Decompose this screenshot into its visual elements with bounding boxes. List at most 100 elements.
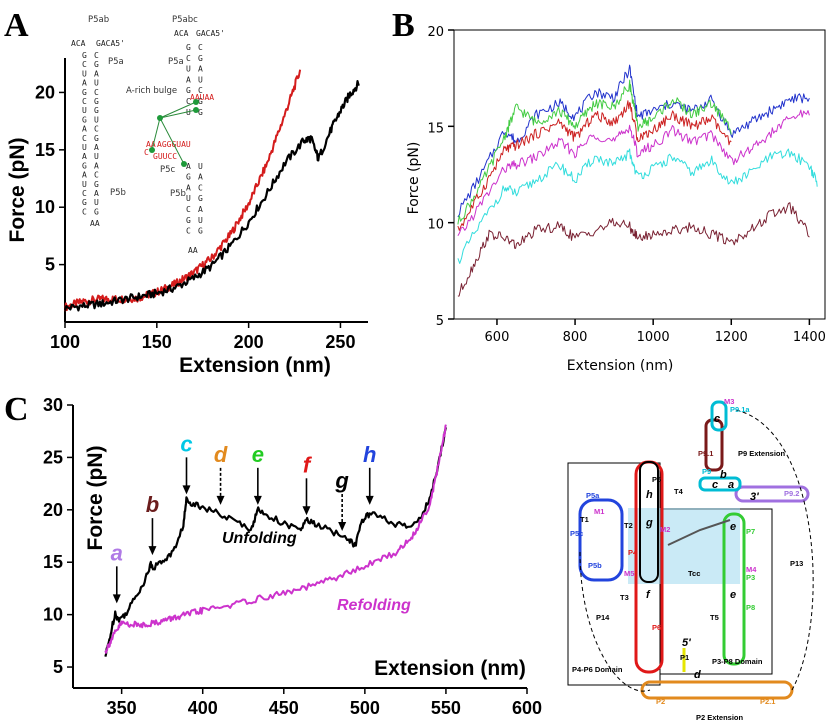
p9-extension-stem [704, 418, 724, 472]
panel-b-chart: 600 800 1000 1200 1400 5 10 15 20 Extension (nm)… [406, 25, 826, 374]
panel-b-ylabel: Force (pN) [406, 142, 422, 215]
contact-line [159, 109, 197, 119]
nucleotide: A [198, 65, 203, 74]
event-label-g: g [334, 468, 349, 493]
diagram-label: P9.1 [698, 449, 713, 458]
diagram-label: P7 [746, 527, 755, 536]
x-tick-label: 500 [350, 698, 380, 718]
event-label-f: f [303, 452, 313, 477]
diagram-label: P4 [628, 548, 638, 557]
x-tick-label: 1400 [793, 330, 826, 345]
series-line-blue [457, 64, 810, 218]
diagram-label: P14 [596, 613, 610, 622]
nucleotide: C [82, 60, 87, 69]
nucleotide: G [198, 194, 203, 203]
x-tick-label: 100 [50, 332, 80, 352]
p5abc-structure: P5abc ACA GACA5' P5a A-rich bulge AAUAA … [126, 15, 225, 255]
diagram-label: T4 [674, 487, 684, 496]
x-tick-label: 600 [512, 698, 542, 718]
panel-b-frame [453, 29, 826, 320]
diagram-label: P6 [652, 623, 661, 632]
y-tick-label: 5 [436, 314, 444, 329]
p5abc-tertiary-contacts [149, 99, 199, 167]
diagram-label: P5 [652, 475, 661, 484]
nucleotide: A [94, 189, 99, 198]
nucleotide: C [198, 86, 203, 95]
nucleotide: G [82, 161, 87, 170]
nucleotide: A [82, 152, 87, 161]
mg-site [193, 99, 199, 105]
series-line-green [457, 79, 732, 225]
y-tick-label: 10 [35, 197, 55, 217]
series-line-maroon [457, 202, 810, 297]
panel-label-a: A [4, 7, 29, 44]
y-tick-label: 20 [43, 500, 63, 520]
nucleotide: A [186, 75, 191, 84]
nucleotide: U [82, 180, 87, 189]
x-tick-label: 1000 [637, 330, 670, 345]
nucleotide: C [82, 189, 87, 198]
nucleotide: G [186, 43, 191, 52]
event-label-a: a [111, 540, 123, 565]
diagram-label: P3 [746, 573, 755, 582]
diagram-letter-d: d [694, 669, 701, 681]
nucleotide: G [94, 60, 99, 69]
nucleotide: U [82, 143, 87, 152]
nucleotide: A [186, 183, 191, 192]
y-tick-label: 25 [43, 447, 63, 467]
nucleotide: G [186, 216, 191, 225]
refolding-label: Refolding [337, 597, 411, 614]
p5ab-p5a-label: P5a [108, 57, 124, 67]
p5abc-loop: AA [188, 246, 198, 255]
p5abc-p5a-label: P5a [168, 57, 184, 67]
p5abc-bulge-seq: AAUAA [190, 93, 214, 102]
nucleotide: G [82, 88, 87, 97]
p5abc-p5c-left: AA [146, 140, 156, 149]
nucleotide: U [82, 106, 87, 115]
x-tick-label: 1200 [715, 330, 748, 345]
mg-site [193, 107, 199, 113]
p5ab-p5b-label: P5b [110, 188, 126, 198]
p5abc-p5c-label: P5c [160, 165, 176, 175]
diagram-label: Tcc [688, 569, 700, 578]
x-tick-label: 250 [325, 332, 355, 352]
nucleotide: G [94, 180, 99, 189]
series-line-refolding [104, 424, 447, 654]
nucleotide: C [186, 205, 191, 214]
nucleotide: G [186, 86, 191, 95]
diagram-label: 5' [682, 637, 691, 649]
diagram-letter-c: c [714, 413, 720, 425]
event-arrowhead-d [216, 495, 225, 505]
nucleotide: C [82, 207, 87, 216]
y-tick-label: 30 [43, 395, 63, 415]
contact-line [159, 117, 185, 165]
nucleotide: G [94, 134, 99, 143]
nucleotide: A [82, 125, 87, 134]
nucleotide: G [198, 97, 203, 106]
diagram-label: T3 [620, 593, 629, 602]
p5abc-title: P5abc [172, 15, 198, 25]
p2-helix [640, 680, 794, 700]
diagram-letter-a: a [728, 479, 734, 491]
panel-c-xlabel: Extension (nm) [374, 657, 526, 680]
series-line-p5abc [63, 80, 360, 312]
x-tick-label: 800 [563, 330, 588, 345]
diagram-label: P1 [680, 653, 689, 662]
mg-site [149, 147, 155, 153]
p5ab-structure: P5ab ACA GACA5' P5a P5b AA GCUAGCUGACUAG… [71, 15, 126, 228]
diagram-label: T5 [710, 613, 719, 622]
diagram-letter-e: e [730, 589, 736, 601]
nucleotide: A [94, 143, 99, 152]
p5abc-tail: GACA5' [196, 29, 225, 38]
x-tick-label: 200 [234, 332, 264, 352]
diagram-label: P13 [790, 559, 803, 568]
panel-c-chart: 350 400 450 500 550 600 5 10 15 20 25 30 Extension … [43, 395, 542, 718]
p5ab-title: P5ab [88, 15, 109, 25]
contact-line [151, 117, 161, 151]
mg-site [157, 115, 163, 121]
event-label-d: d [214, 442, 228, 467]
y-tick-label: 5 [45, 255, 55, 275]
p5ab-tail: GACA5' [96, 39, 125, 48]
y-tick-label: 5 [53, 657, 63, 677]
